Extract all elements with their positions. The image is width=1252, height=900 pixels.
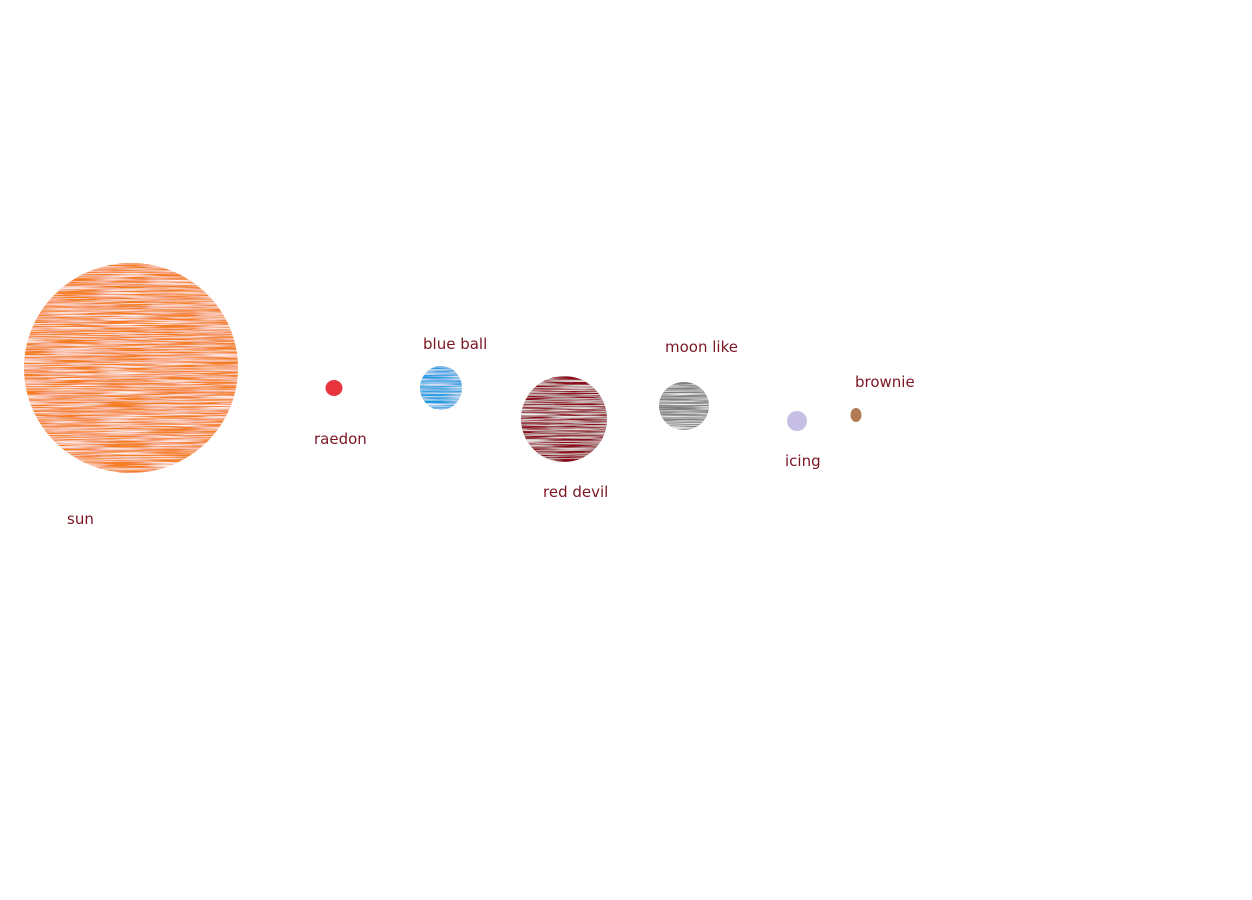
label-icing: icing [785, 452, 821, 470]
sun-planet [24, 263, 238, 473]
moon-like-planet [659, 382, 709, 430]
label-blue-ball: blue ball [423, 335, 488, 353]
red-devil-planet [521, 376, 607, 462]
raedon-planet [325, 380, 343, 396]
label-raedon: raedon [314, 430, 367, 448]
icing-planet [787, 411, 807, 431]
label-red-devil: red devil [543, 483, 609, 501]
blue-ball-planet [420, 366, 462, 410]
label-moon-like: moon like [665, 338, 738, 356]
label-sun: sun [67, 510, 94, 528]
planet-layer [24, 263, 862, 473]
brownie-planet [850, 408, 862, 422]
label-brownie: brownie [855, 373, 915, 391]
